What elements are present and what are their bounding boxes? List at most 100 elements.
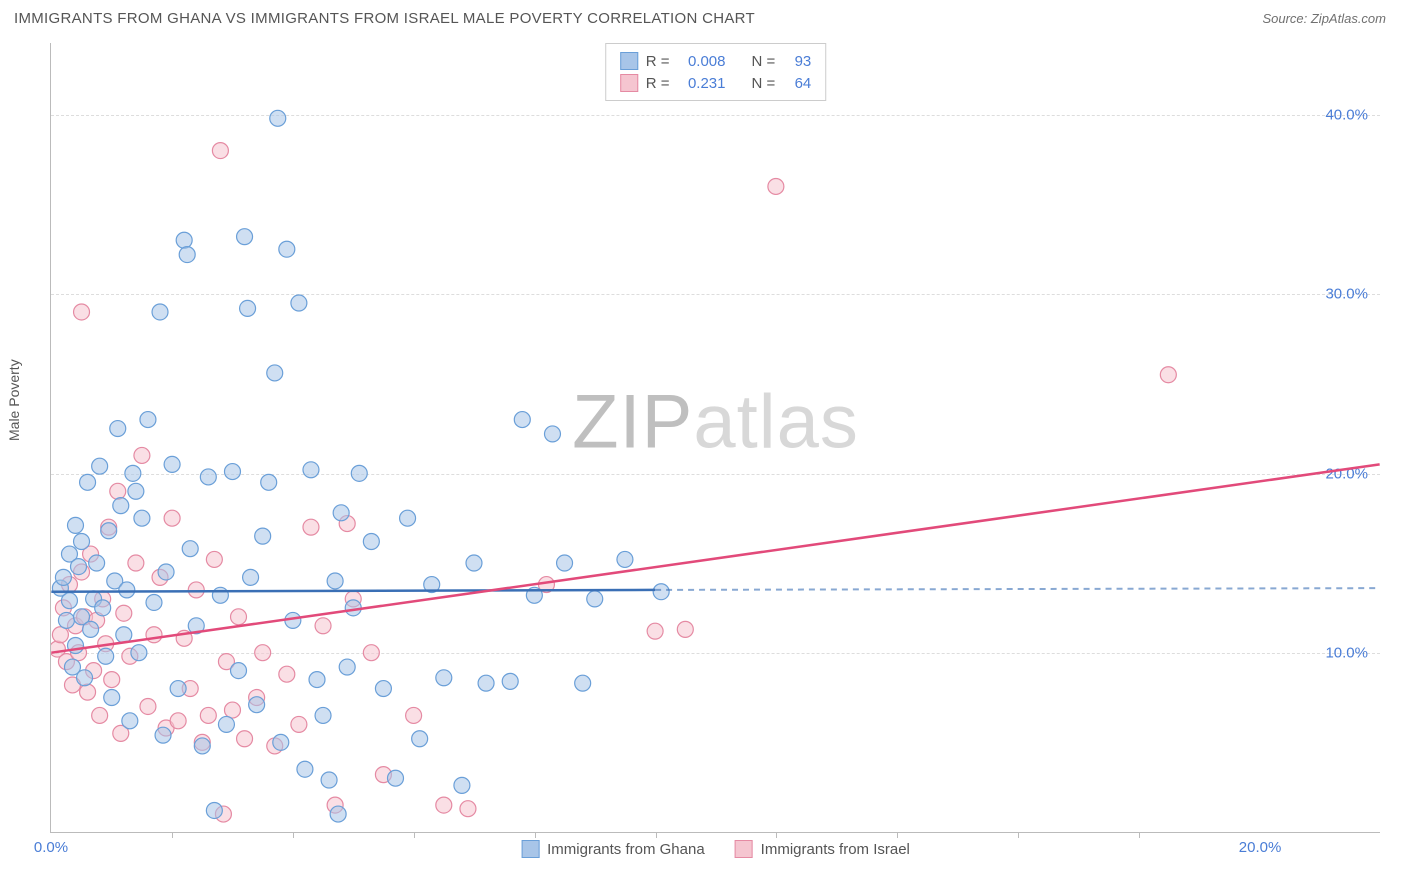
source-name: ZipAtlas.com [1311,11,1386,26]
r-value-ghana: 0.008 [678,53,726,70]
scatter-point [134,510,150,526]
scatter-point [146,594,162,610]
x-tick-label: 20.0% [1239,839,1282,856]
correlation-legend: R = 0.008 N = 93 R = 0.231 N = 64 [605,43,827,101]
scatter-plot-svg [51,43,1380,832]
scatter-point [267,365,283,381]
x-tick [1139,832,1140,838]
legend-item-israel: Immigrants from Israel [735,840,910,858]
n-label: N = [752,53,776,70]
scatter-point [110,421,126,437]
scatter-point [134,447,150,463]
scatter-point [206,802,222,818]
scatter-point [647,623,663,639]
scatter-point [460,801,476,817]
scatter-point [255,528,271,544]
x-tick [172,832,173,838]
regression-line-extrapolated [655,588,1380,590]
x-tick [414,832,415,838]
scatter-point [176,232,192,248]
scatter-point [231,663,247,679]
scatter-point [92,458,108,474]
scatter-point [206,551,222,567]
scatter-point [95,600,111,616]
y-axis-label: Male Poverty [6,359,22,441]
scatter-point [339,659,355,675]
scatter-point [375,681,391,697]
scatter-point [557,555,573,571]
scatter-point [388,770,404,786]
scatter-point [128,555,144,571]
x-tick [1018,832,1019,838]
scatter-point [315,707,331,723]
scatter-point [270,110,286,126]
scatter-point [194,738,210,754]
scatter-point [279,241,295,257]
scatter-point [77,670,93,686]
scatter-point [128,483,144,499]
scatter-point [179,247,195,263]
scatter-point [200,469,216,485]
legend-swatch-ghana-bottom [521,840,539,858]
series-legend: Immigrants from Ghana Immigrants from Is… [511,840,920,858]
x-tick [776,832,777,838]
scatter-point [514,412,530,428]
legend-row-israel: R = 0.231 N = 64 [620,72,812,94]
scatter-point [200,707,216,723]
chart-container: Male Poverty ZIPatlas R = 0.008 N = 93 R… [0,33,1406,883]
scatter-point [454,777,470,793]
scatter-point [152,304,168,320]
x-tick [656,832,657,838]
scatter-point [218,716,234,732]
scatter-point [125,465,141,481]
scatter-point [155,727,171,743]
scatter-point [617,551,633,567]
scatter-point [363,534,379,550]
scatter-point [1160,367,1176,383]
scatter-point [436,670,452,686]
regression-line [51,590,655,592]
scatter-point [466,555,482,571]
scatter-point [74,304,90,320]
scatter-point [146,627,162,643]
scatter-point [113,498,129,514]
scatter-point [140,698,156,714]
scatter-point [140,412,156,428]
scatter-point [188,582,204,598]
x-tick [535,832,536,838]
scatter-point [224,464,240,480]
scatter-point [101,523,117,539]
regression-line [51,464,1379,652]
scatter-point [131,645,147,661]
n-value-ghana: 93 [783,53,811,70]
scatter-point [303,519,319,535]
scatter-point [58,612,74,628]
scatter-point [212,143,228,159]
scatter-point [330,806,346,822]
chart-title: IMMIGRANTS FROM GHANA VS IMMIGRANTS FROM… [14,10,755,27]
scatter-point [575,675,591,691]
scatter-point [71,559,87,575]
scatter-point [122,713,138,729]
scatter-point [653,584,669,600]
legend-label-israel: Immigrants from Israel [761,841,910,858]
scatter-point [80,474,96,490]
scatter-point [164,510,180,526]
scatter-point [677,621,693,637]
scatter-point [68,517,84,533]
scatter-point [303,462,319,478]
scatter-point [327,573,343,589]
scatter-point [104,690,120,706]
scatter-point [291,716,307,732]
scatter-point [224,702,240,718]
legend-row-ghana: R = 0.008 N = 93 [620,50,812,72]
scatter-point [333,505,349,521]
scatter-point [74,534,90,550]
legend-swatch-ghana [620,52,638,70]
scatter-point [255,645,271,661]
scatter-point [249,697,265,713]
plot-area: ZIPatlas R = 0.008 N = 93 R = 0.231 N = … [50,43,1380,833]
scatter-point [587,591,603,607]
scatter-point [502,673,518,689]
n-value-israel: 64 [783,75,811,92]
